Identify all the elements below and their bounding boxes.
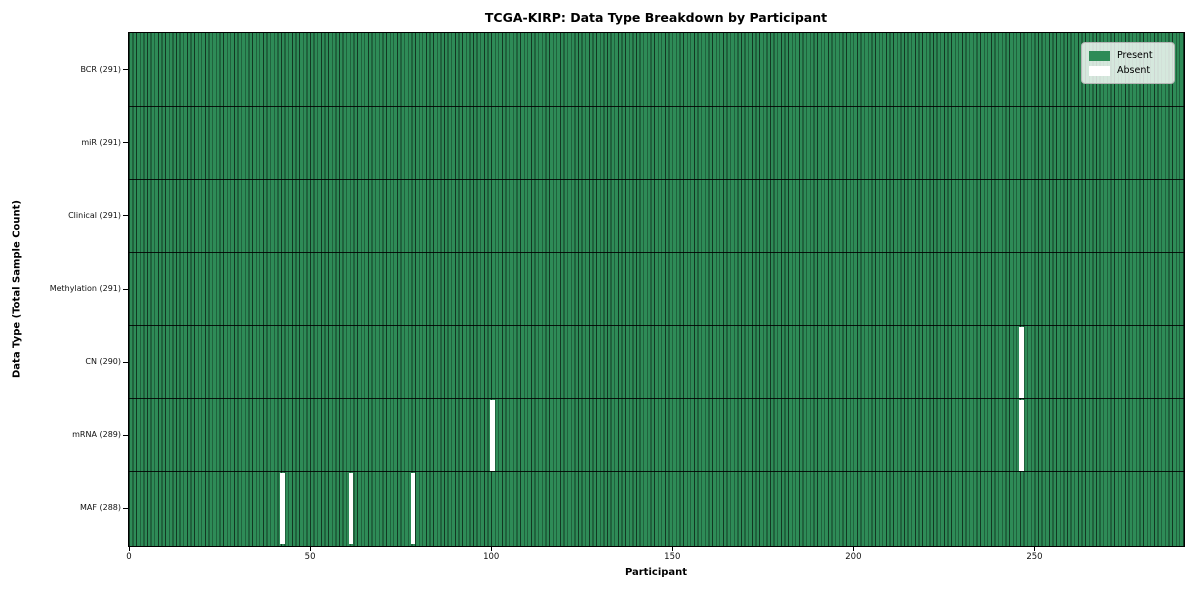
chart-title: TCGA-KIRP: Data Type Breakdown by Partic… bbox=[484, 10, 828, 25]
y-tick-cn bbox=[123, 361, 128, 363]
x-tick-150 bbox=[671, 546, 673, 551]
x-tick-label-50: 50 bbox=[304, 552, 316, 562]
x-axis-title: Participant bbox=[624, 567, 688, 578]
absent-cell-cn-246 bbox=[1019, 327, 1024, 399]
x-tick-label-100: 100 bbox=[483, 552, 500, 562]
heatmap-row-mrna bbox=[128, 398, 1184, 472]
y-tick-bcr bbox=[123, 69, 128, 71]
x-tick-label-0: 0 bbox=[126, 552, 132, 562]
y-tick-methylation bbox=[123, 288, 128, 290]
x-tick-label-250: 250 bbox=[1026, 552, 1043, 562]
absent-cell-maf-78 bbox=[410, 473, 416, 545]
plot-area bbox=[127, 31, 1185, 547]
y-tick-label-clinical: Clinical (291) bbox=[68, 210, 121, 220]
absent-cell-mrna-100 bbox=[490, 400, 495, 472]
y-tick-label-mrna: mRNA (289) bbox=[72, 430, 121, 440]
absent-cell-maf-61 bbox=[349, 473, 354, 545]
y-tick-label-bcr: BCR (291) bbox=[80, 64, 121, 74]
heatmap-row-mir bbox=[128, 105, 1184, 179]
legend-entry-present: Present bbox=[1089, 48, 1167, 63]
heatmap-row-clinical bbox=[128, 178, 1184, 252]
x-tick-label-150: 150 bbox=[664, 552, 681, 562]
y-tick-label-maf: MAF (288) bbox=[79, 503, 121, 513]
absent-cell-maf-42 bbox=[280, 473, 285, 545]
y-tick-mrna bbox=[123, 434, 128, 436]
legend-entry-absent: Absent bbox=[1089, 63, 1167, 78]
heatmap-row-bcr bbox=[129, 33, 1184, 106]
legend-label-present: Present bbox=[1117, 50, 1153, 61]
y-tick-maf bbox=[123, 507, 128, 509]
heatmap-row-cn bbox=[128, 325, 1184, 399]
y-tick-clinical bbox=[123, 215, 128, 217]
x-tick-50 bbox=[309, 546, 311, 551]
x-tick-100 bbox=[490, 546, 492, 551]
x-tick-250 bbox=[1033, 546, 1035, 551]
legend: Present Absent bbox=[1081, 42, 1175, 84]
heatmap-row-methylation bbox=[128, 251, 1184, 325]
heatmap-row-maf bbox=[128, 471, 1184, 545]
x-tick-0 bbox=[128, 546, 130, 551]
y-tick-mir bbox=[123, 142, 128, 144]
y-tick-label-methylation: Methylation (291) bbox=[49, 284, 121, 293]
x-tick-label-200: 200 bbox=[845, 552, 862, 562]
x-tick-200 bbox=[852, 546, 854, 551]
y-tick-label-mir: miR (291) bbox=[81, 137, 121, 147]
absent-cell-mrna-246 bbox=[1019, 400, 1024, 472]
present-swatch-icon bbox=[1089, 50, 1110, 61]
absent-swatch-icon bbox=[1089, 65, 1110, 76]
y-tick-label-cn: CN (290) bbox=[85, 357, 121, 367]
legend-label-absent: Absent bbox=[1117, 65, 1151, 76]
